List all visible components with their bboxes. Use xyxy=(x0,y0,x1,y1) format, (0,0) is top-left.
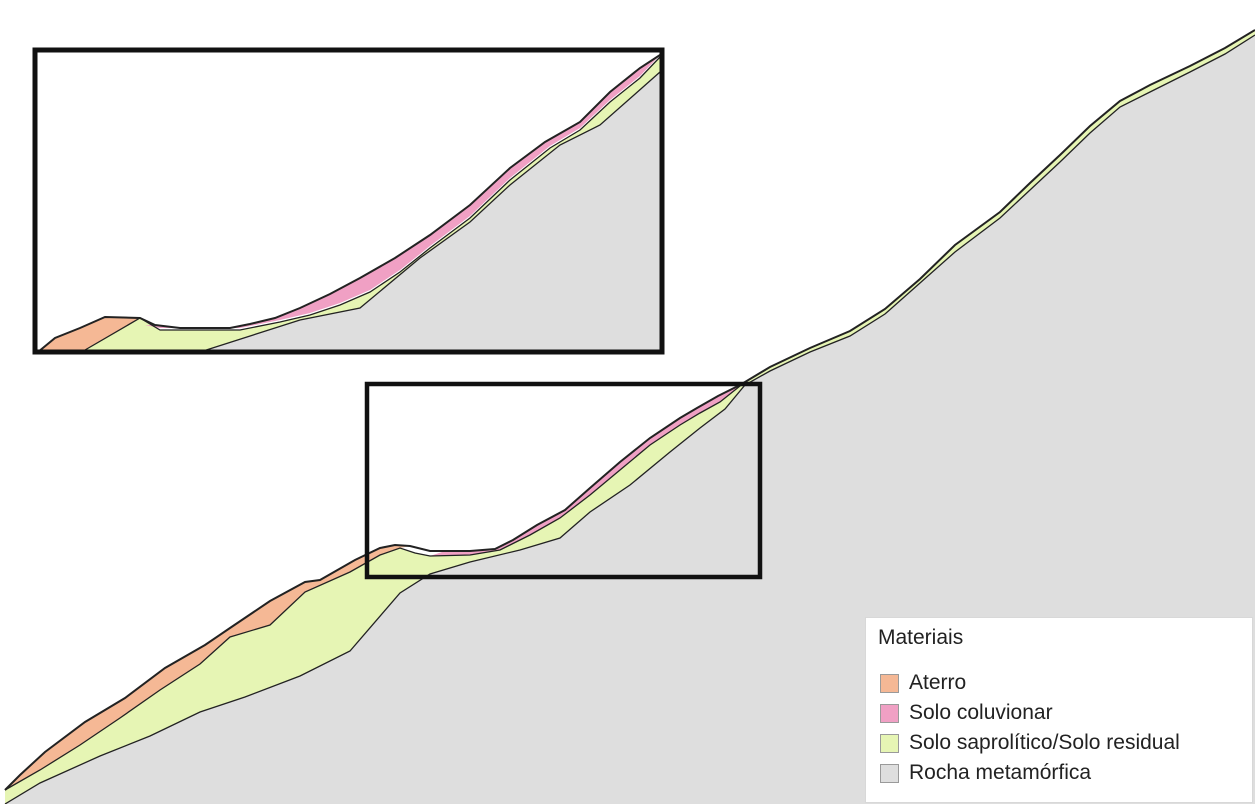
legend-item-aterro: Aterro xyxy=(878,668,1242,698)
legend-item-coluvionar: Solo coluvionar xyxy=(878,698,1242,728)
inset-rock-top-line xyxy=(199,71,661,353)
aterro-layer xyxy=(5,545,410,790)
inset-rocha-layer xyxy=(38,72,660,352)
legend-item-rocha: Rocha metamórfica xyxy=(878,758,1242,788)
legend-swatch-aterro xyxy=(880,673,899,693)
rock-top-line xyxy=(4,34,1255,804)
legend-label-aterro: Aterro xyxy=(909,671,967,694)
legend-label-coluvionar: Solo coluvionar xyxy=(909,701,1053,724)
legend-swatch-saprolitico xyxy=(880,733,899,753)
inset-saprolitico-layer xyxy=(85,57,660,352)
zoom-frame-small xyxy=(364,381,763,580)
saprolitico-layer xyxy=(5,30,1255,804)
inset-section xyxy=(35,50,662,353)
legend-label-rocha: Rocha metamórfica xyxy=(909,761,1092,784)
legend-title: Materiais xyxy=(878,626,964,649)
materials-legend: Materiais Aterro Solo coluvionar Solo sa… xyxy=(865,617,1253,803)
inset-frame xyxy=(32,47,665,355)
saprolitico-top-line xyxy=(4,381,746,791)
inset-aterro-layer xyxy=(38,317,140,352)
legend-swatch-rocha xyxy=(880,763,899,783)
legend-label-saprolitico: Solo saprolítico/Solo residual xyxy=(909,731,1180,754)
inset-saprolitico-top-line xyxy=(84,56,661,351)
main-section xyxy=(4,29,1255,804)
inset-surface-line xyxy=(37,54,661,353)
legend-swatch-coluvionar xyxy=(880,703,899,723)
rocha-layer xyxy=(5,35,1255,804)
legend-item-saprolitico: Solo saprolítico/Solo residual xyxy=(878,728,1242,758)
surface-line xyxy=(4,29,1255,791)
